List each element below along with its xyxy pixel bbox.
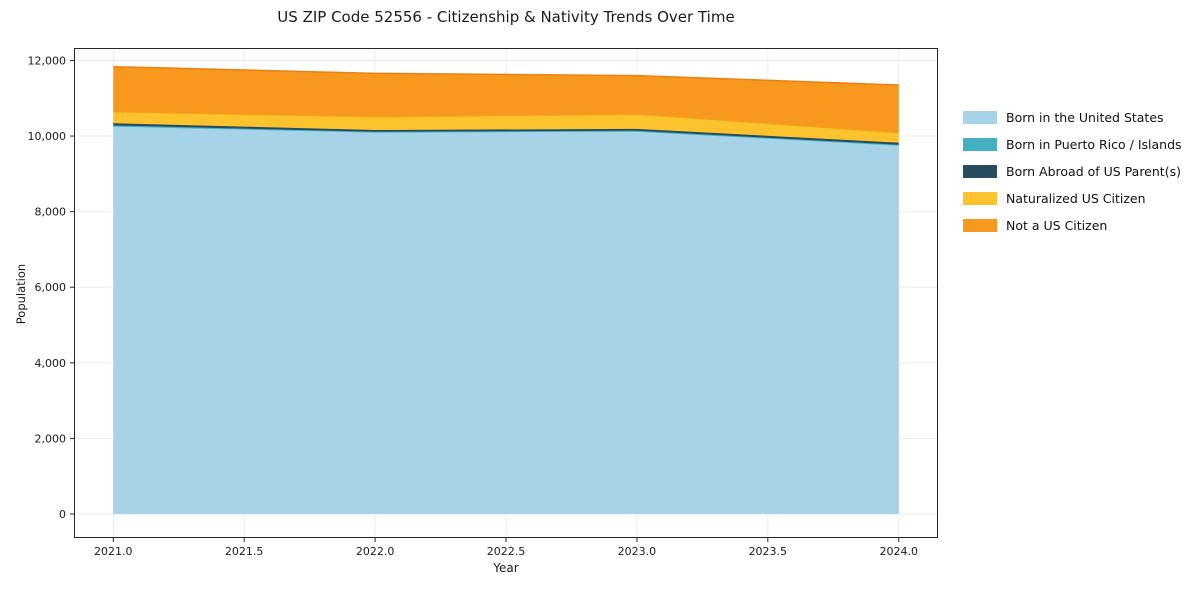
legend-label: Born Abroad of US Parent(s) [1006, 164, 1181, 179]
x-tick-label: 2021.5 [225, 545, 264, 558]
y-tick-label: 10,000 [28, 130, 67, 143]
plot-border [74, 48, 938, 538]
area-edge-born-in-the-united-states [113, 126, 899, 147]
x-tick-label: 2023.5 [749, 545, 788, 558]
plot-area: 2021.0 2021.5 2022.0 2022.5 2023.0 2023.5 2024… [28, 48, 938, 558]
y-tick-label: 2,000 [35, 432, 67, 445]
x-tick-label: 2021.0 [94, 545, 133, 558]
legend-swatch [963, 219, 997, 232]
area-not-a-us-citizen [113, 66, 899, 133]
y-tick-label: 0 [59, 508, 66, 521]
x-tick-label: 2023.0 [618, 545, 657, 558]
chart-title: US ZIP Code 52556 - Citizenship & Nativi… [277, 8, 735, 26]
y-tick-label: 4,000 [35, 357, 67, 370]
legend-label: Not a US Citizen [1006, 218, 1108, 233]
y-tick-label: 12,000 [28, 54, 67, 67]
legend-label: Naturalized US Citizen [1006, 191, 1146, 206]
y-tick-label: 6,000 [35, 281, 67, 294]
area-edge-not-a-us-citizen [113, 65, 899, 86]
legend: Born in the United States Born in Puerto … [963, 104, 1182, 239]
legend-swatch [963, 138, 997, 151]
legend-label: Born in the United States [1006, 110, 1164, 125]
legend-swatch [963, 165, 997, 178]
y-axis-label: Population [14, 263, 28, 325]
legend-item: Not a US Citizen [963, 212, 1182, 239]
x-tick-label: 2022.0 [356, 545, 395, 558]
x-axis-label: Year [493, 561, 519, 575]
legend-label: Born in Puerto Rico / Islands [1006, 137, 1182, 152]
x-tick-label: 2022.5 [487, 545, 526, 558]
legend-item: Born in the United States [963, 104, 1182, 131]
legend-swatch [963, 192, 997, 205]
x-tick-label: 2024.0 [879, 545, 918, 558]
area-born-in-the-united-states [113, 126, 899, 515]
y-tick-label: 8,000 [35, 206, 67, 219]
legend-item: Born in Puerto Rico / Islands [963, 131, 1182, 158]
legend-swatch [963, 111, 997, 124]
legend-item: Born Abroad of US Parent(s) [963, 158, 1182, 185]
legend-item: Naturalized US Citizen [963, 185, 1182, 212]
